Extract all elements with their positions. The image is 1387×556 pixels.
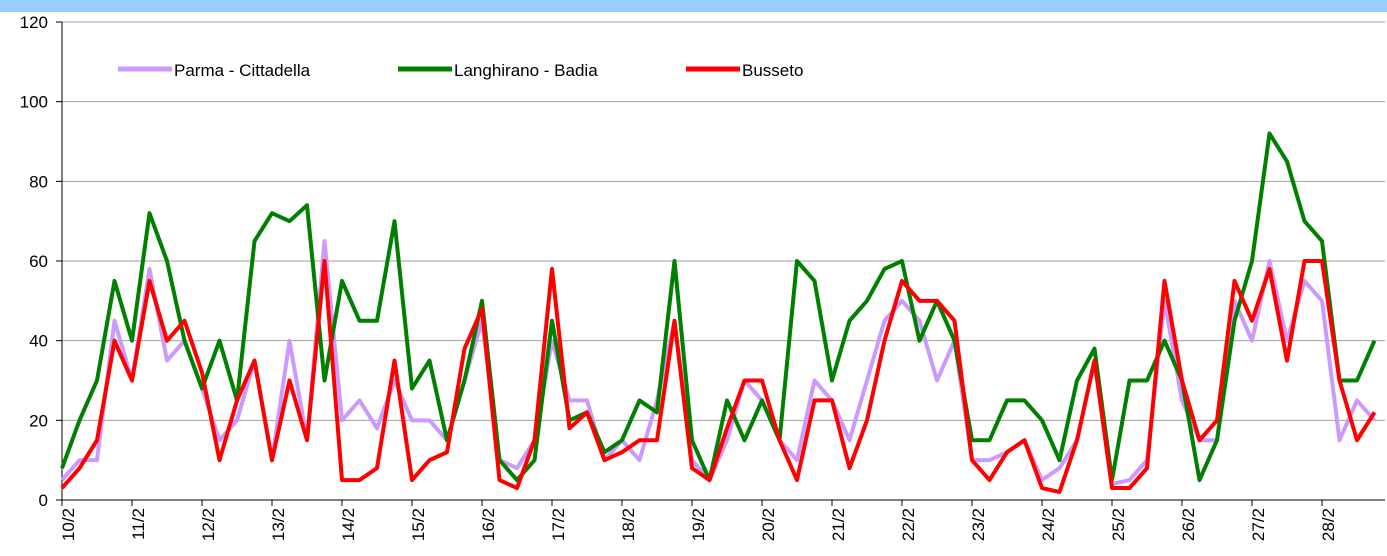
x-tick-label: 28/2: [1319, 508, 1338, 541]
x-tick-label: 16/2: [479, 508, 498, 541]
y-tick-label: 100: [20, 93, 48, 112]
x-tick-label: 13/2: [269, 508, 288, 541]
x-tick-label: 20/2: [759, 508, 778, 541]
x-tick-label: 24/2: [1039, 508, 1058, 541]
header-band: [0, 0, 1387, 12]
x-tick-label: 25/2: [1109, 508, 1128, 541]
legend-label: Parma - Cittadella: [174, 61, 311, 80]
x-tick-label: 15/2: [409, 508, 428, 541]
legend-label: Busseto: [742, 61, 803, 80]
x-tick-label: 27/2: [1249, 508, 1268, 541]
series-line: [60, 259, 1377, 495]
y-tick-label: 0: [39, 491, 48, 510]
x-tick-label: 19/2: [689, 508, 708, 541]
legend-label: Langhirano - Badia: [454, 61, 598, 80]
y-tick-label: 80: [29, 172, 48, 191]
y-tick-label: 40: [29, 332, 48, 351]
x-tick-label: 18/2: [619, 508, 638, 541]
y-tick-label: 20: [29, 411, 48, 430]
x-tick-label: 12/2: [199, 508, 218, 541]
x-tick-label: 10/2: [59, 508, 78, 541]
x-tick-label: 14/2: [339, 508, 358, 541]
y-tick-label: 120: [20, 13, 48, 32]
x-tick-label: 23/2: [969, 508, 988, 541]
series-line: [60, 131, 1377, 483]
x-tick-label: 17/2: [549, 508, 568, 541]
x-tick-label: 22/2: [899, 508, 918, 541]
x-tick-label: 11/2: [129, 508, 148, 540]
y-tick-label: 60: [29, 252, 48, 271]
x-tick-label: 21/2: [829, 508, 848, 541]
x-tick-label: 26/2: [1179, 508, 1198, 541]
